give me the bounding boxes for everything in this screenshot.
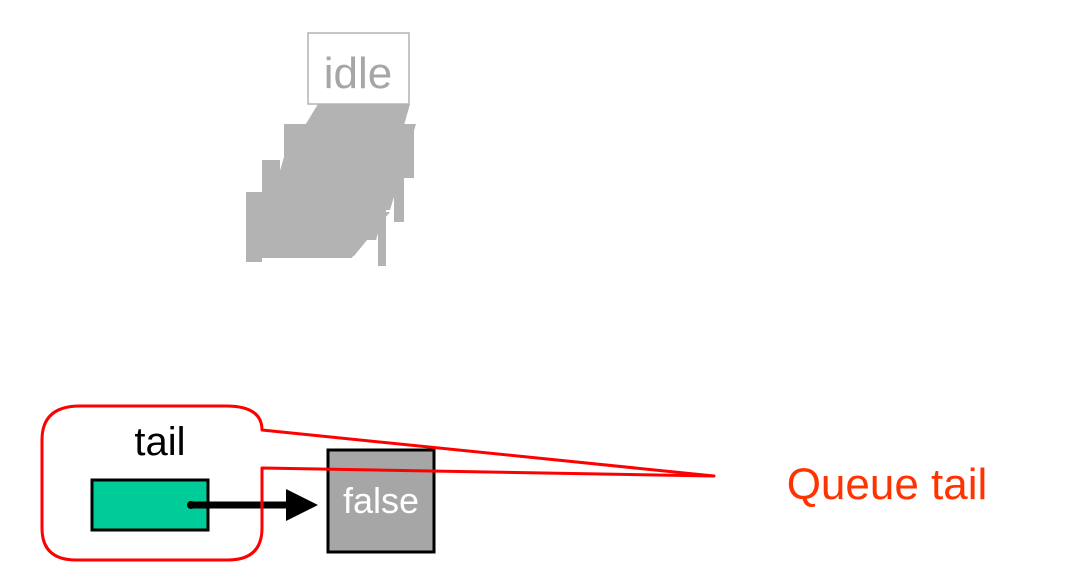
idle-thread-front	[246, 104, 410, 266]
queue-node-value: false	[343, 480, 419, 521]
tail-pointer: tail	[90, 420, 318, 532]
pointer-arrowhead	[286, 489, 318, 521]
queue-node: false	[326, 448, 436, 554]
queue-node-box	[326, 448, 436, 554]
idle-label: idle	[324, 49, 393, 98]
tail-label: tail	[134, 420, 185, 464]
idle-threads-graphic: idle	[246, 32, 416, 266]
idle-label-box	[307, 32, 410, 105]
queue-tail-callout-outline	[40, 404, 716, 562]
queue-tail-callout-label: Queue tail	[787, 460, 988, 509]
